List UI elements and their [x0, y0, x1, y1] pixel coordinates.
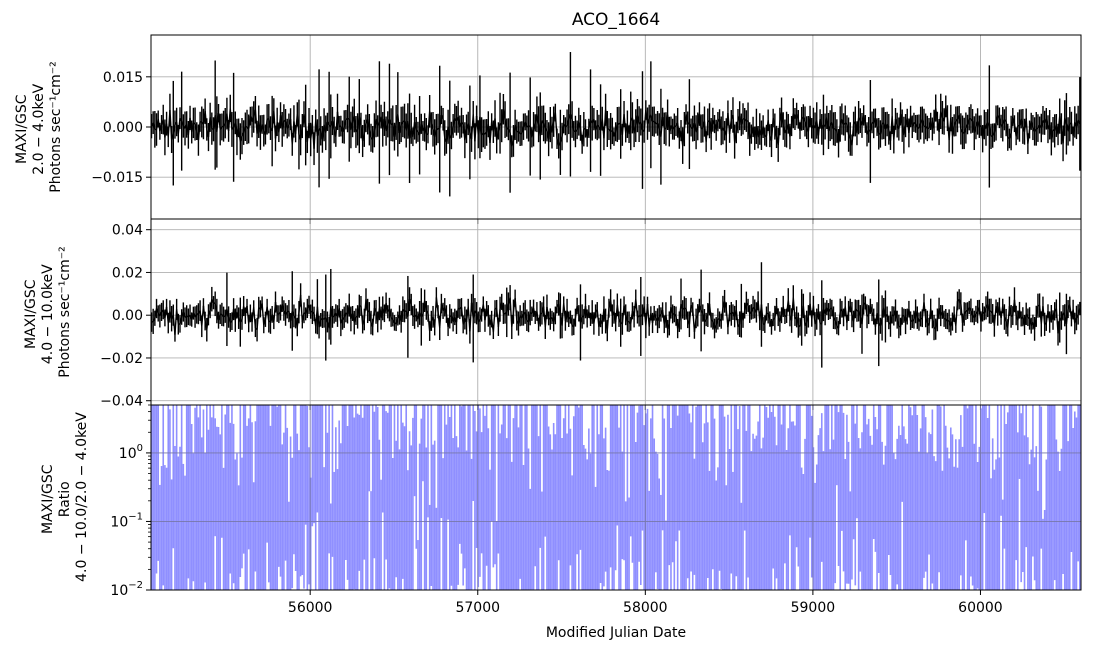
soft-ytick-label-1: 0.000 [103, 120, 143, 136]
hard-ytick-label-2: 0.00 [112, 308, 143, 324]
ratio-ylabel-line-3: 4.0 − 10.0/2.0 − 4.0keV [74, 412, 90, 582]
panel-hard: 0.04 0.02 0.00 −0.02 −0.04 MAXI/GSC 4.0 − 10… [23, 218, 1082, 410]
hard-ylabel-line-3: Photons sec⁻¹cm⁻² [57, 246, 73, 378]
chart-title: ACO_1664 [572, 10, 660, 30]
panel-ratio: 100 10−1 10−2 MAXI/GSC Ratio 4.0 − 10.0/2.… [40, 404, 1082, 599]
ratio-ytick-label-1: 10−1 [110, 511, 143, 530]
ratio-ylabel: MAXI/GSC Ratio 4.0 − 10.0/2.0 − 4.0keV [40, 412, 90, 582]
soft-ytick-label-0: 0.015 [103, 70, 143, 86]
ratio-axes-frame [150, 404, 1082, 591]
soft-ylabel-line-1: MAXI/GSC [14, 94, 30, 164]
ratio-y-ticks: 100 10−1 10−2 [110, 404, 981, 599]
hard-ytick-label-0: 0.04 [112, 223, 143, 239]
hard-error-bars [150, 262, 1081, 368]
ratio-ytick-label-0: 100 [119, 443, 143, 462]
soft-ytick-label-2: −0.015 [91, 170, 143, 186]
xtick-label-57000: 57000 [455, 600, 500, 616]
hard-ylabel-line-1: MAXI/GSC [23, 279, 39, 349]
ratio-ylabel-line-1: MAXI/GSC [40, 464, 56, 534]
hard-ytick-label-3: −0.02 [100, 351, 143, 367]
hard-y-ticks: 0.04 0.02 0.00 −0.02 −0.04 [100, 223, 981, 410]
soft-error-bars [150, 52, 1081, 197]
xtick-label-56000: 56000 [288, 600, 333, 616]
soft-ylabel: MAXI/GSC 2.0 − 4.0keV Photons sec⁻¹cm⁻² [14, 61, 64, 193]
panel-soft: 0.015 0.000 −0.015 MAXI/GSC 2.0 − 4.0keV P… [14, 34, 1082, 224]
x-axis-label: Modified Julian Date [546, 625, 686, 641]
xtick-label-58000: 58000 [623, 600, 668, 616]
hard-ylabel-line-2: 4.0 − 10.0keV [40, 264, 56, 364]
ratio-error-bars [150, 405, 1081, 590]
hard-ytick-label-1: 0.02 [112, 265, 143, 281]
ratio-ylabel-line-2: Ratio [57, 481, 73, 517]
xtick-label-60000: 60000 [958, 600, 1003, 616]
xtick-label-59000: 59000 [791, 600, 836, 616]
ratio-ytick-label-2: 10−2 [110, 580, 143, 599]
x-axis-ticks: 56000 57000 58000 59000 60000 [288, 600, 1003, 616]
soft-y-ticks: 0.015 0.000 −0.015 [91, 70, 981, 224]
soft-ylabel-line-2: 2.0 − 4.0keV [31, 83, 47, 174]
soft-ylabel-line-3: Photons sec⁻¹cm⁻² [48, 61, 64, 193]
hard-ylabel: MAXI/GSC 4.0 − 10.0keV Photons sec⁻¹cm⁻² [23, 246, 73, 378]
hard-ytick-label-4: −0.04 [100, 394, 143, 410]
